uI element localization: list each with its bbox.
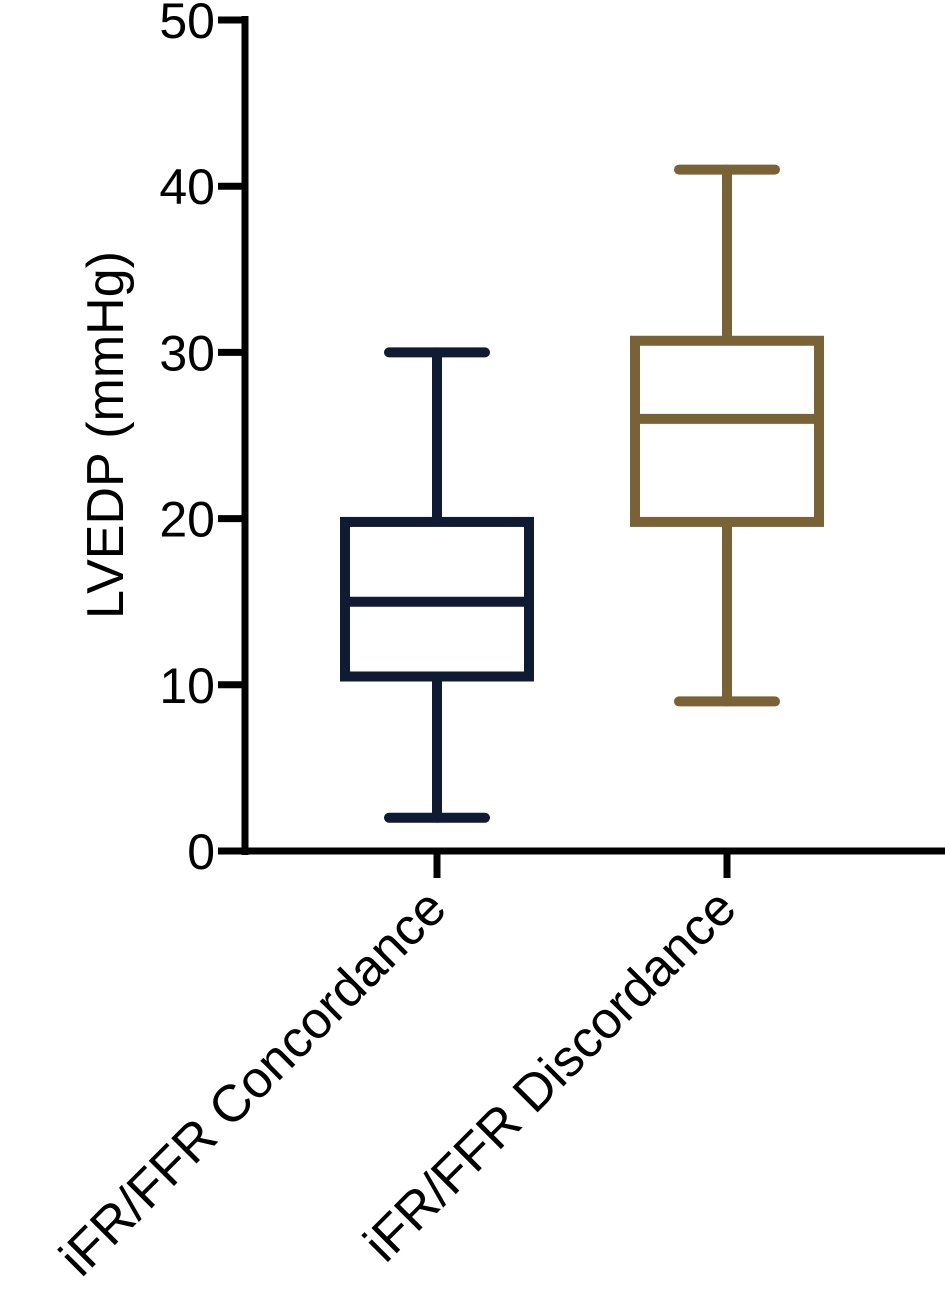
y-tick-label: 20 bbox=[159, 492, 215, 548]
y-tick-label: 0 bbox=[187, 824, 215, 880]
y-tick-label: 50 bbox=[159, 0, 215, 49]
box-2 bbox=[630, 164, 824, 707]
box-iqr bbox=[630, 335, 824, 527]
y-axis-ticks: 0 10 20 30 40 50 bbox=[159, 0, 245, 880]
y-tick-label: 10 bbox=[159, 658, 215, 714]
box-1 bbox=[340, 347, 534, 823]
axes bbox=[241, 16, 945, 855]
y-tick-label: 30 bbox=[159, 325, 215, 381]
y-axis-title: LVEDP (mmHg) bbox=[77, 251, 135, 619]
boxes bbox=[340, 164, 824, 823]
y-tick-label: 40 bbox=[159, 159, 215, 215]
